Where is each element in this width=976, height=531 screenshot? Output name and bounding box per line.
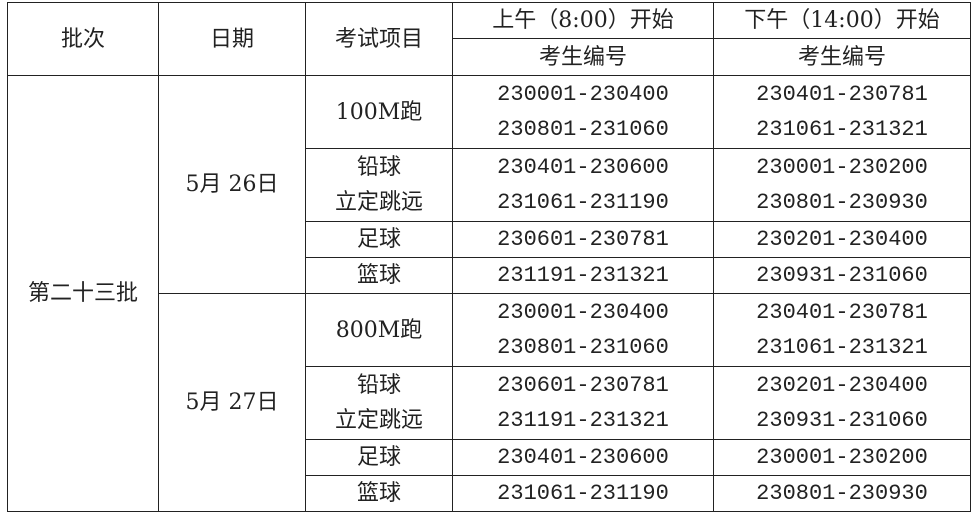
morning-ids-cell: 231191-231321	[452, 257, 714, 294]
afternoon-ids-cell: 230201-230400	[713, 221, 971, 258]
event-cell: 铅球 立定跳远	[305, 148, 453, 222]
afternoon-ids-cell: 230001-230200	[713, 439, 971, 476]
afternoon-ids-cell: 230801-230930	[713, 475, 971, 512]
event-cell-line: 篮球	[356, 263, 401, 288]
morning-ids-cell-line: 230001-230400	[497, 82, 669, 107]
header-subrow: 考生编号 考生编号	[8, 38, 971, 76]
event-cell: 足球	[305, 439, 453, 476]
afternoon-ids-cell-line: 230001-230200	[756, 155, 928, 180]
morning-ids-cell: 230601-230781	[452, 221, 714, 258]
table-row: 5月 27日 800M跑 230001-230400 230801-231060 230…	[8, 293, 971, 512]
header-afternoon: 下午（14:00）开始	[713, 2, 971, 39]
morning-ids-cell: 230601-230781 231191-231321	[452, 366, 714, 440]
afternoon-ids-cell-line: 230001-230200	[756, 445, 928, 470]
morning-ids-cell-line: 231061-231190	[497, 190, 669, 215]
header-morning: 上午（8:00）开始	[452, 2, 714, 39]
header-id-morning: 考生编号	[452, 38, 714, 76]
event-cell: 100M跑	[305, 75, 453, 149]
morning-ids-cell-line: 230601-230781	[497, 227, 669, 252]
table-row: 篮球 231191-231321 230931-231060	[8, 257, 971, 294]
table-row: 铅球立定跳远 230601-230781 231191-231321 230201-2…	[8, 366, 971, 440]
table-row: 铅球立定跳远 230401-230600 231061-231190 230001-2…	[8, 148, 971, 222]
morning-ids-cell: 231061-231190	[452, 475, 714, 512]
afternoon-ids-cell-line: 230801-230930	[756, 481, 928, 506]
event-cell: 800M跑	[305, 293, 453, 367]
morning-ids-cell-line: 230601-230781	[497, 373, 669, 398]
event-cell-line: 铅球	[356, 155, 401, 180]
header-row: 批次 日期 考试项目 上午（8:00）开始 下午（14:00）开始	[7, 2, 971, 76]
event-cell: 足球	[305, 221, 453, 258]
exam-schedule-table: 批次 日期 考试项目 上午（8:00）开始 下午（14:00）开始 考生编号 考…	[7, 2, 971, 512]
event-cell-line: 立定跳远	[334, 408, 423, 433]
afternoon-ids-cell: 230931-231060	[713, 257, 971, 294]
morning-ids-cell: 230001-230400 230801-231060	[452, 75, 714, 149]
header-batch: 批次	[7, 2, 159, 76]
table-row: 第二十三批 5月 26日 100M跑 230001-230400 230801-2310…	[7, 75, 971, 512]
header-id-afternoon: 考生编号	[713, 38, 971, 76]
event-cell-line: 立定跳远	[334, 190, 423, 215]
event-cell: 铅球 立定跳远	[305, 366, 453, 440]
morning-ids-cell-line: 231191-231321	[497, 263, 669, 288]
afternoon-ids-cell: 230401-230781 231061-231321	[713, 75, 971, 149]
table-row: 足球 230601-230781 230201-230400	[8, 221, 971, 258]
afternoon-ids-cell-line: 230401-230781	[756, 82, 928, 107]
afternoon-ids-cell-line: 230201-230400	[756, 227, 928, 252]
afternoon-ids-cell: 230001-230200 230801-230930	[713, 148, 971, 222]
event-cell-line: 篮球	[356, 481, 401, 506]
morning-ids-cell-line: 230401-230600	[497, 445, 669, 470]
afternoon-ids-cell-line: 231061-231321	[756, 117, 928, 142]
table-row: 足球 230401-230600 230001-230200	[8, 439, 971, 476]
afternoon-ids-cell: 230401-230781 231061-231321	[713, 293, 971, 367]
header-date: 日期	[158, 2, 306, 76]
event-cell: 篮球	[305, 475, 453, 512]
afternoon-ids-cell-line: 230201-230400	[756, 373, 928, 398]
event-cell-line: 铅球	[356, 373, 401, 398]
event-cell-line: 100M跑	[335, 99, 423, 125]
morning-ids-cell: 230401-230600	[452, 439, 714, 476]
header-event: 考试项目	[305, 2, 453, 76]
event-cell: 篮球	[305, 257, 453, 294]
event-cell-line: 足球	[356, 445, 401, 470]
afternoon-ids-cell-line: 230931-231060	[756, 263, 928, 288]
morning-ids-cell: 230401-230600 231061-231190	[452, 148, 714, 222]
morning-ids-cell: 230001-230400 230801-231060	[452, 293, 714, 367]
morning-ids-cell-line: 230001-230400	[497, 300, 669, 325]
afternoon-ids-cell-line: 230401-230781	[756, 300, 928, 325]
morning-ids-cell-line: 230801-231060	[497, 117, 669, 142]
morning-ids-cell-line: 231191-231321	[497, 408, 669, 433]
table-row: 篮球 231061-231190 230801-230930	[8, 475, 971, 512]
date-cell: 5月 27日	[158, 293, 306, 512]
event-cell-line: 足球	[356, 227, 401, 252]
morning-ids-cell-line: 230401-230600	[497, 155, 669, 180]
afternoon-ids-cell-line: 230931-231060	[756, 408, 928, 433]
morning-ids-cell-line: 231061-231190	[497, 481, 669, 506]
morning-ids-cell-line: 230801-231060	[497, 335, 669, 360]
afternoon-ids-cell-line: 230801-230930	[756, 190, 928, 215]
event-cell-line: 800M跑	[335, 317, 423, 343]
date-cell: 5月 26日	[158, 75, 306, 294]
afternoon-ids-cell: 230201-230400 230931-231060	[713, 366, 971, 440]
afternoon-ids-cell-line: 231061-231321	[756, 335, 928, 360]
batch-cell: 第二十三批	[7, 75, 159, 512]
